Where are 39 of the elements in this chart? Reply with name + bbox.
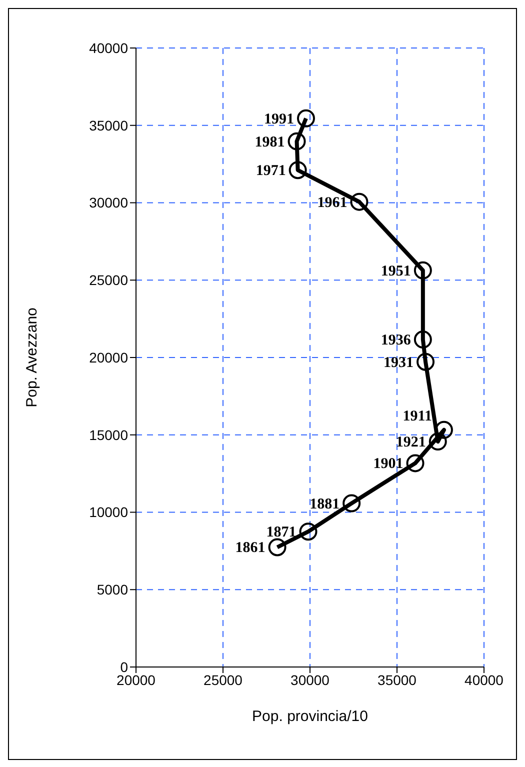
annotation: 1936 [380,332,412,349]
point [414,261,432,280]
annotation: 1931 [384,354,414,371]
y-tick-label: 15000 [89,426,128,443]
point [297,109,315,128]
annotation: 1871 [266,524,296,541]
point [268,538,286,556]
annotation: 1911 [402,408,432,425]
point [288,161,307,180]
annotation: 1901 [373,456,404,472]
x-tick-label: 35000 [378,672,417,688]
x-tick-label: 40000 [464,672,504,688]
annotation: 1921 [396,434,426,451]
annotation: 1981 [254,134,285,150]
point [288,132,306,150]
point [416,352,435,371]
y-tick-label: 30000 [89,194,128,211]
y-tick-label: 10000 [89,504,128,520]
point [406,454,424,472]
point [350,192,368,211]
point [428,432,447,451]
annotation: 1951 [380,263,411,280]
point [299,522,318,541]
annotation: 1881 [310,496,340,512]
annotation: 1991 [264,111,294,128]
annotation: 1961 [317,194,348,211]
y-tick-label: 20000 [89,349,128,366]
x-tick-label: 25000 [204,672,243,688]
x-tick-label: 30000 [290,672,330,688]
y-tick-label: 40000 [89,40,128,56]
point [342,494,361,512]
annotation: 1971 [256,163,286,180]
point [414,330,432,349]
y-tick-label: 25000 [89,272,128,288]
x-axis-title: Pop. provincia/10 [252,708,368,725]
y-tick-label: 5000 [96,582,128,598]
y-tick-label: 35000 [89,117,128,134]
y-axis-title: Pop. Avezzano [23,308,40,408]
annotation: 1861 [235,540,266,556]
